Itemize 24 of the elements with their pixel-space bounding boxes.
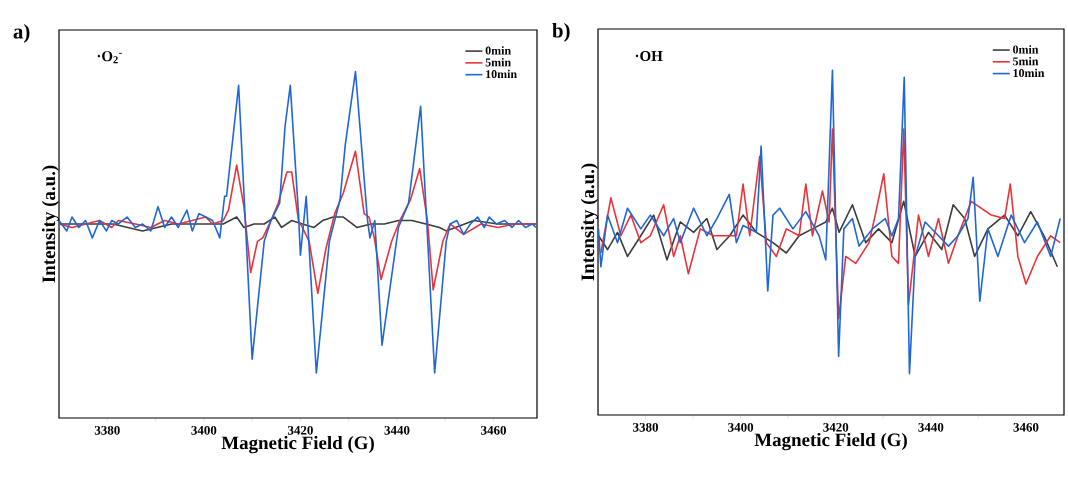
text: ·O$_{2}$-	[97, 51, 122, 64]
x-tick-label: 3420	[287, 425, 313, 435]
legend-label: 0min	[1013, 45, 1039, 54]
y-axis-title: Intensity (a.u.)	[41, 165, 60, 283]
y-axis-title: Intensity (a.u.)	[580, 163, 599, 281]
chart-title: b)	[552, 22, 570, 42]
x-tick-label: 3440	[384, 425, 410, 435]
x-tick-label: 3460	[481, 425, 507, 435]
legend-label: 10min	[1013, 68, 1045, 78]
x-tick-label: 3400	[728, 422, 754, 432]
legend-label: 0min	[485, 46, 511, 55]
x-axis-title: Magnetic Field (G)	[221, 435, 374, 454]
text: ·OH	[635, 50, 663, 62]
x-tick-label: 3380	[94, 425, 120, 435]
x-tick-label: 3420	[823, 422, 849, 432]
x-tick-label: 3460	[1013, 422, 1039, 432]
chart-title: a)	[13, 23, 30, 43]
x-tick-label: 3440	[918, 422, 944, 432]
legend-label: 5min	[485, 57, 511, 67]
legend-label: 10min	[486, 69, 517, 79]
x-axis-title: Magnetic Field (G)	[754, 432, 907, 451]
legend-label: 5min	[1013, 56, 1039, 66]
x-tick-label: 3380	[633, 422, 659, 432]
x-tick-label: 3400	[191, 425, 217, 435]
